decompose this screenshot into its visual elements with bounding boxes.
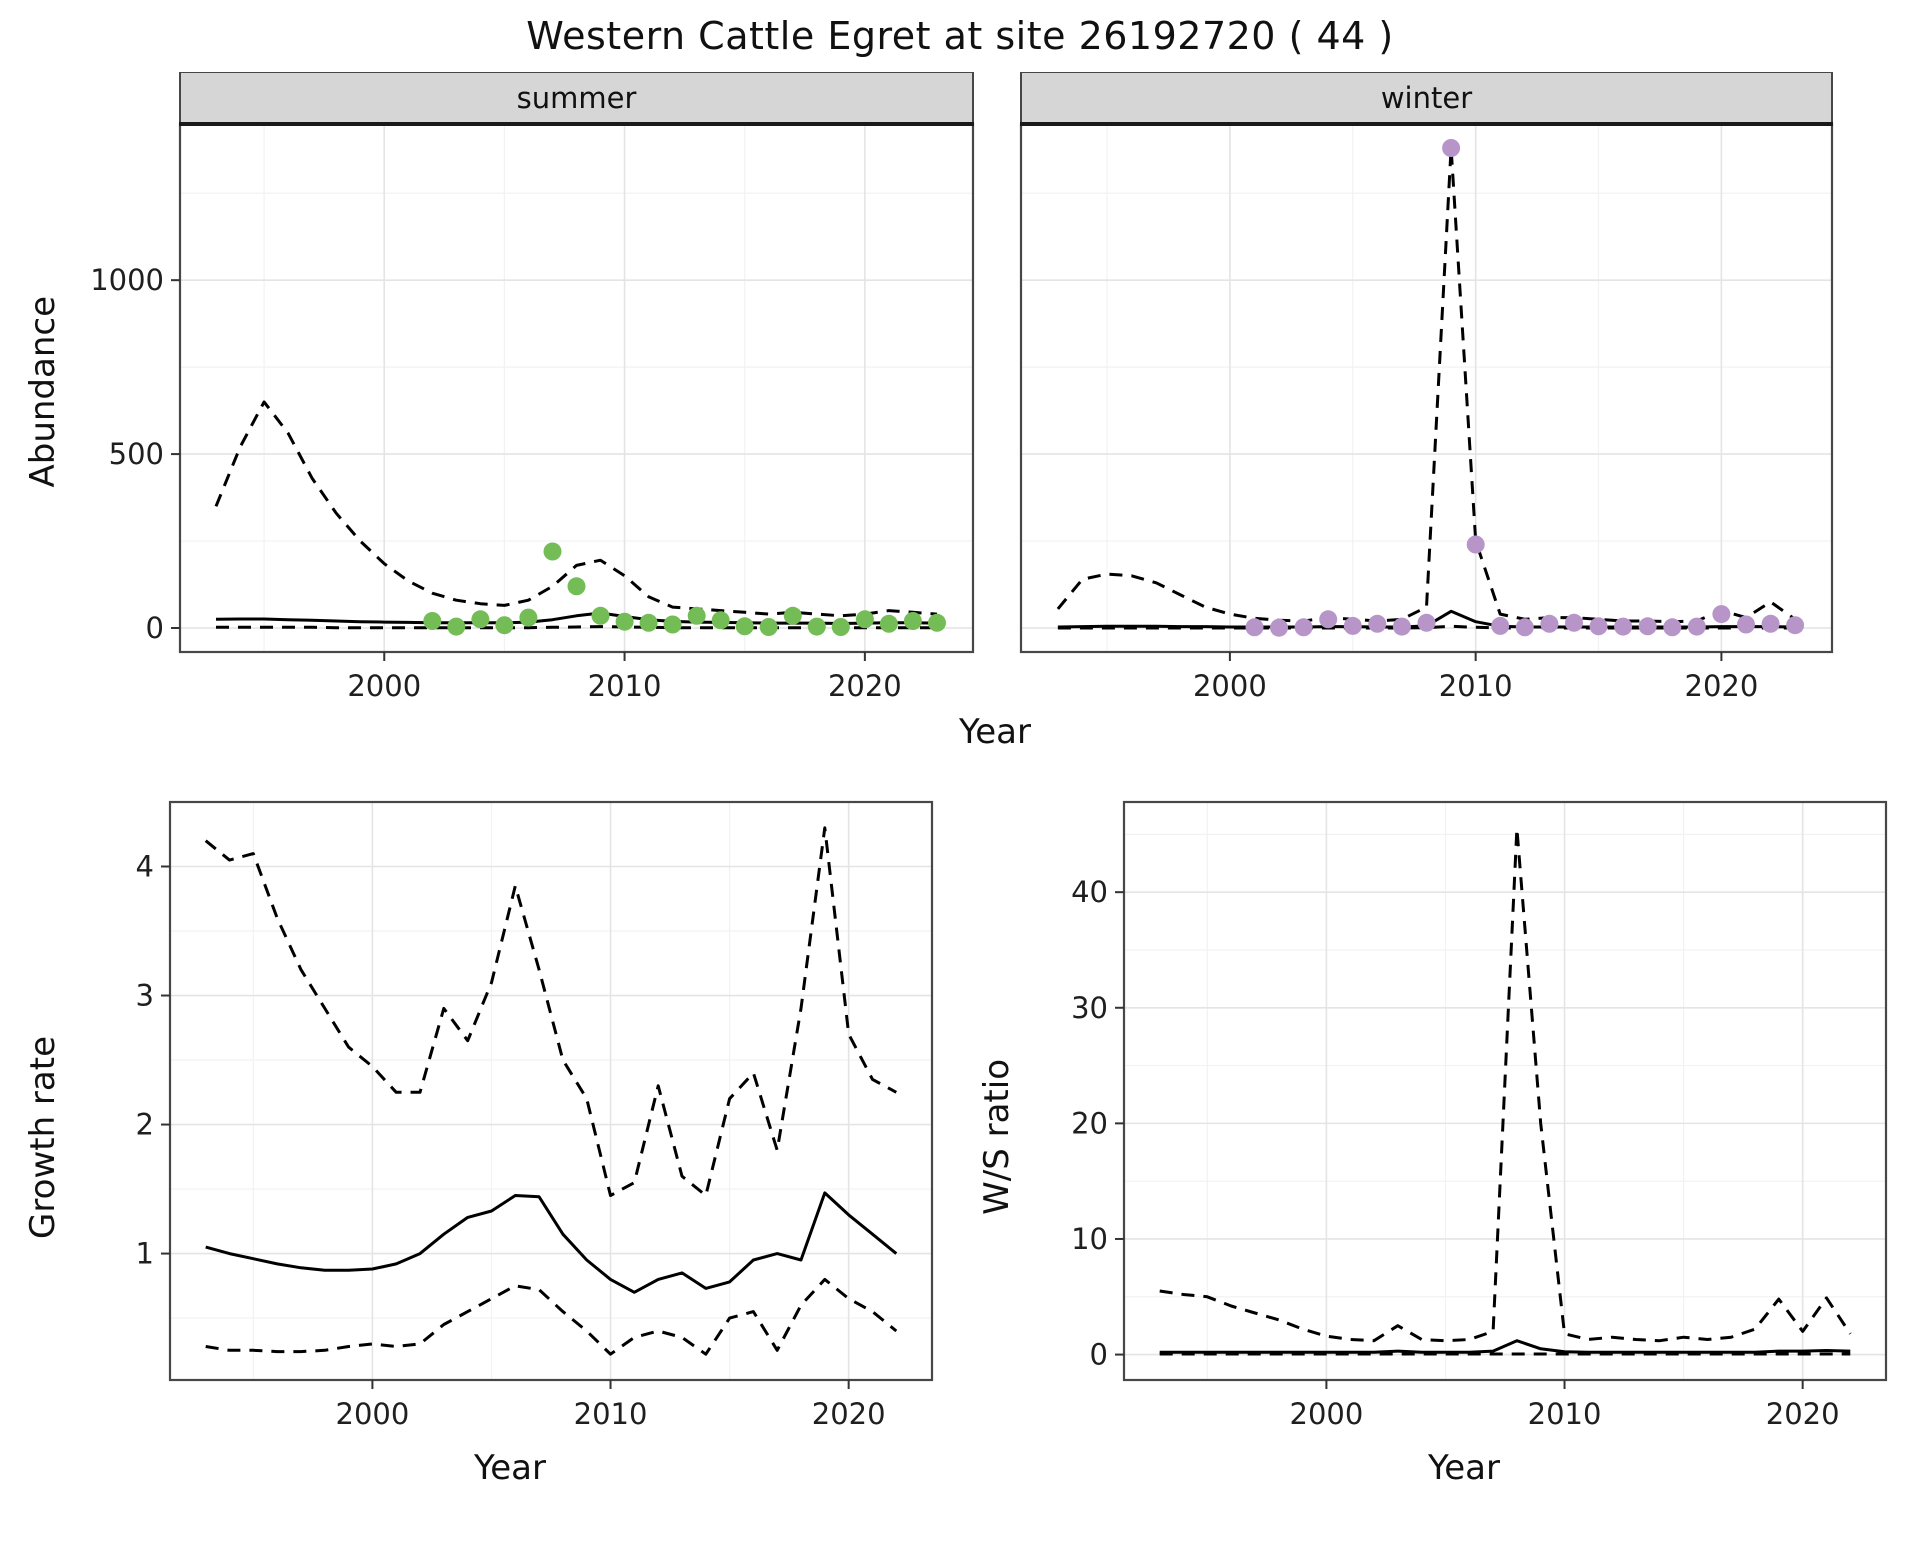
svg-text:500: 500 <box>109 437 164 471</box>
abundance-axis-title-column: Abundance <box>16 72 70 712</box>
svg-text:0: 0 <box>1090 1338 1108 1372</box>
figure-title: Western Cattle Egret at site 26192720 ( … <box>526 14 1394 58</box>
growth-rate-axis-title: Growth rate <box>23 1035 63 1239</box>
svg-text:2010: 2010 <box>588 669 662 703</box>
svg-text:2020: 2020 <box>828 669 902 703</box>
svg-text:2000: 2000 <box>1193 669 1267 703</box>
svg-text:winter: winter <box>1381 81 1472 115</box>
svg-text:2020: 2020 <box>812 1397 886 1431</box>
abundance-axis-title: Abundance <box>23 296 63 488</box>
abundance-facet-row: Abundance 2000 2010 2020 0 500 1000 summer 200… <box>0 72 1920 712</box>
ws-ratio-panel: 2000 2010 2020 0 10 20 30 40 <box>1071 800 1888 1431</box>
svg-text:1: 1 <box>136 1237 154 1271</box>
growth-rate-panel: 2000 2010 2020 1 2 3 4 <box>136 800 934 1431</box>
ws-ratio-plot-column: 2000 2010 2020 0 10 20 30 40 Year <box>1024 786 1904 1488</box>
svg-text:2010: 2010 <box>1439 669 1513 703</box>
svg-text:2000: 2000 <box>1290 1397 1364 1431</box>
svg-text:2020: 2020 <box>1685 669 1759 703</box>
abundance-summer-panel: 2000 2010 2020 0 500 1000 summer <box>90 72 975 703</box>
abundance-winter-panel: 2000 2010 2020 winter <box>1019 72 1834 703</box>
svg-text:2010: 2010 <box>1528 1397 1602 1431</box>
svg-text:summer: summer <box>517 81 637 115</box>
svg-text:2000: 2000 <box>336 1397 410 1431</box>
svg-text:3: 3 <box>136 979 154 1013</box>
svg-text:2010: 2010 <box>574 1397 648 1431</box>
bottom-plot-row: Growth rate 2000 2010 2020 1 2 3 4 Year W/S ra… <box>0 786 1920 1488</box>
facet-panels: 2000 2010 2020 0 500 1000 summer 2000 2010 2020 w… <box>70 72 1846 712</box>
year-axis-title-top: Year <box>959 712 1031 752</box>
year-axis-title-growth: Year <box>474 1448 546 1488</box>
svg-text:40: 40 <box>1071 875 1108 909</box>
ws-ratio-axis-title: W/S ratio <box>977 1059 1017 1215</box>
svg-text:0: 0 <box>146 611 164 645</box>
svg-text:2000: 2000 <box>347 669 421 703</box>
growth-rate-plot-column: 2000 2010 2020 1 2 3 4 Year <box>70 786 950 1488</box>
svg-text:1000: 1000 <box>90 263 164 297</box>
year-axis-title-ws: Year <box>1428 1448 1500 1488</box>
svg-text:10: 10 <box>1071 1222 1108 1256</box>
growth-rate-axis-title-column: Growth rate <box>16 786 70 1488</box>
growth-rate-subplot: Growth rate 2000 2010 2020 1 2 3 4 Year <box>16 786 950 1488</box>
ws-ratio-axis-title-column: W/S ratio <box>970 786 1024 1488</box>
svg-text:2: 2 <box>136 1108 154 1142</box>
svg-text:20: 20 <box>1071 1106 1108 1140</box>
svg-text:2020: 2020 <box>1766 1397 1840 1431</box>
svg-text:4: 4 <box>136 850 154 884</box>
ws-ratio-subplot: W/S ratio 2000 2010 2020 0 10 20 30 40 Year <box>970 786 1904 1488</box>
svg-text:30: 30 <box>1071 991 1108 1025</box>
